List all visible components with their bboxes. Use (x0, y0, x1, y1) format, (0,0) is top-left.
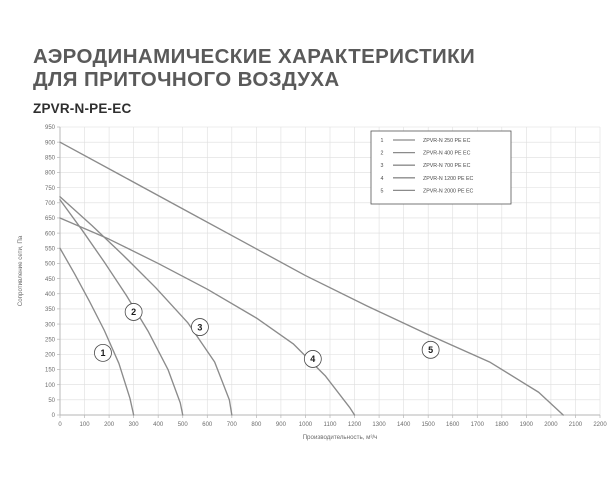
curve-marker-label: 4 (310, 354, 315, 364)
y-tick-label: 150 (45, 368, 56, 374)
legend-item: 3 ZPVR-N 700 PE EC (381, 163, 471, 169)
curve-series-1 (59, 247, 135, 416)
y-tick-label: 50 (48, 398, 55, 404)
curve-marker-label: 2 (131, 307, 136, 317)
x-tick-label: 700 (227, 422, 238, 428)
x-tick-label: 400 (153, 422, 164, 428)
curve-series-2 (59, 199, 184, 416)
curve-series-4 (59, 217, 356, 416)
legend-item-label: ZPVR-N 700 PE EC (423, 163, 471, 169)
curve-marker-circle (421, 340, 440, 359)
y-tick-label: 550 (45, 246, 56, 252)
x-tick-label: 1100 (324, 422, 338, 428)
y-tick-label: 850 (45, 156, 56, 162)
legend-item-label: ZPVR-N 1200 PE EC (423, 176, 474, 182)
legend-item-number: 5 (381, 188, 384, 194)
y-tick-label: 250 (45, 337, 56, 343)
aerodynamic-curves-chart: 0501001502002503003504004505005506006507… (17, 125, 607, 441)
curve-series-3 (59, 196, 233, 416)
y-tick-label: 0 (52, 413, 56, 419)
legend-item: 2 ZPVR-N 400 PE EC (381, 151, 471, 157)
x-tick-label: 200 (104, 422, 115, 428)
x-axis-title: Производительность, м³/ч (303, 434, 378, 441)
curve-series-5 (59, 141, 564, 416)
legend-item-label: ZPVR-N 400 PE EC (423, 151, 471, 157)
page-title-line-2: ДЛЯ ПРИТОЧНОГО ВОЗДУХА (33, 68, 340, 91)
y-tick-label: 350 (45, 307, 56, 313)
y-tick-label: 800 (45, 171, 56, 177)
y-tick-label: 100 (45, 383, 56, 389)
chart-container: 0 50 100 150 200 250 300 350 400 450 500 550 600 650 7… (0, 118, 615, 458)
y-tick-label: 500 (45, 262, 56, 268)
legend-item: 4 ZPVR-N 1200 PE EC (381, 176, 474, 182)
y-axis-title: Сопротивление сети, Па (17, 235, 24, 306)
y-tick-label: 650 (45, 216, 56, 222)
chart-legend: 1 ZPVR-N 250 PE EC 2 ZPVR-N 400 PE EC 3 ZPVR-… (370, 130, 512, 205)
y-tick-label: 900 (45, 140, 56, 146)
x-tick-label: 300 (129, 422, 140, 428)
curve-marker-circle (303, 350, 322, 368)
legend-item: 5 ZPVR-N 2000 PE EC (381, 188, 474, 194)
x-tick-label: 1500 (422, 422, 436, 428)
legend-item-number: 4 (381, 176, 384, 182)
legend-item-label: ZPVR-N 250 PE EC (423, 138, 471, 144)
y-tick-label: 700 (45, 201, 56, 207)
x-tick-label: 1200 (348, 422, 362, 428)
x-tick-label: 100 (80, 422, 91, 428)
x-tick-label: 2100 (569, 422, 583, 428)
y-tick-label: 300 (45, 322, 56, 328)
y-tick-label: 450 (45, 277, 56, 283)
curve-marker-1: 1 (94, 343, 112, 362)
legend-item: 1 ZPVR-N 250 PE EC (381, 138, 471, 144)
x-tick-label: 900 (276, 422, 287, 428)
x-tick-label: 1000 (299, 422, 313, 428)
legend-item-number: 3 (381, 163, 384, 169)
x-tick-label: 2000 (544, 422, 558, 428)
y-tick-label: 950 (45, 125, 56, 131)
y-tick-label: 200 (45, 353, 56, 359)
page-title: АЭРОДИНАМИЧЕСКИЕ ХАРАКТЕРИСТИКИ ДЛЯ ПРИТ… (33, 45, 553, 91)
curve-marker-circle (191, 318, 209, 336)
curve-marker-label: 1 (100, 348, 105, 358)
x-tick-label: 1800 (495, 422, 509, 428)
model-name: ZPVR-N-PE-EC (33, 101, 132, 116)
x-tick-label: 1700 (471, 422, 485, 428)
curve-marker-4: 4 (303, 350, 322, 368)
legend-item-number: 1 (381, 138, 384, 144)
legend-item-number: 2 (381, 151, 384, 157)
curve-marker-label: 5 (428, 345, 433, 355)
legend-item-label: ZPVR-N 2000 PE EC (423, 188, 474, 194)
x-tick-label: 600 (202, 422, 213, 428)
curve-marker-5: 5 (421, 340, 440, 359)
x-tick-label: 1600 (446, 422, 460, 428)
x-tick-label: 2200 (593, 422, 607, 428)
x-tick-label: 500 (178, 422, 189, 428)
curve-marker-circle (124, 303, 143, 321)
y-tick-label: 750 (45, 186, 56, 192)
curve-marker-2: 2 (124, 303, 143, 321)
page-title-line-1: АЭРОДИНАМИЧЕСКИЕ ХАРАКТЕРИСТИКИ (33, 45, 476, 68)
x-tick-label: 1900 (520, 422, 534, 428)
curve-marker-label: 3 (197, 322, 202, 332)
curve-marker-circle (94, 343, 112, 362)
x-tick-label: 1300 (372, 422, 386, 428)
y-tick-label: 600 (45, 231, 56, 237)
x-tick-label: 0 (58, 422, 62, 428)
x-tick-label: 1400 (397, 422, 411, 428)
y-tick-label: 400 (45, 292, 56, 298)
legend-box (370, 130, 512, 205)
x-tick-label: 800 (251, 422, 262, 428)
curve-marker-3: 3 (191, 318, 209, 336)
